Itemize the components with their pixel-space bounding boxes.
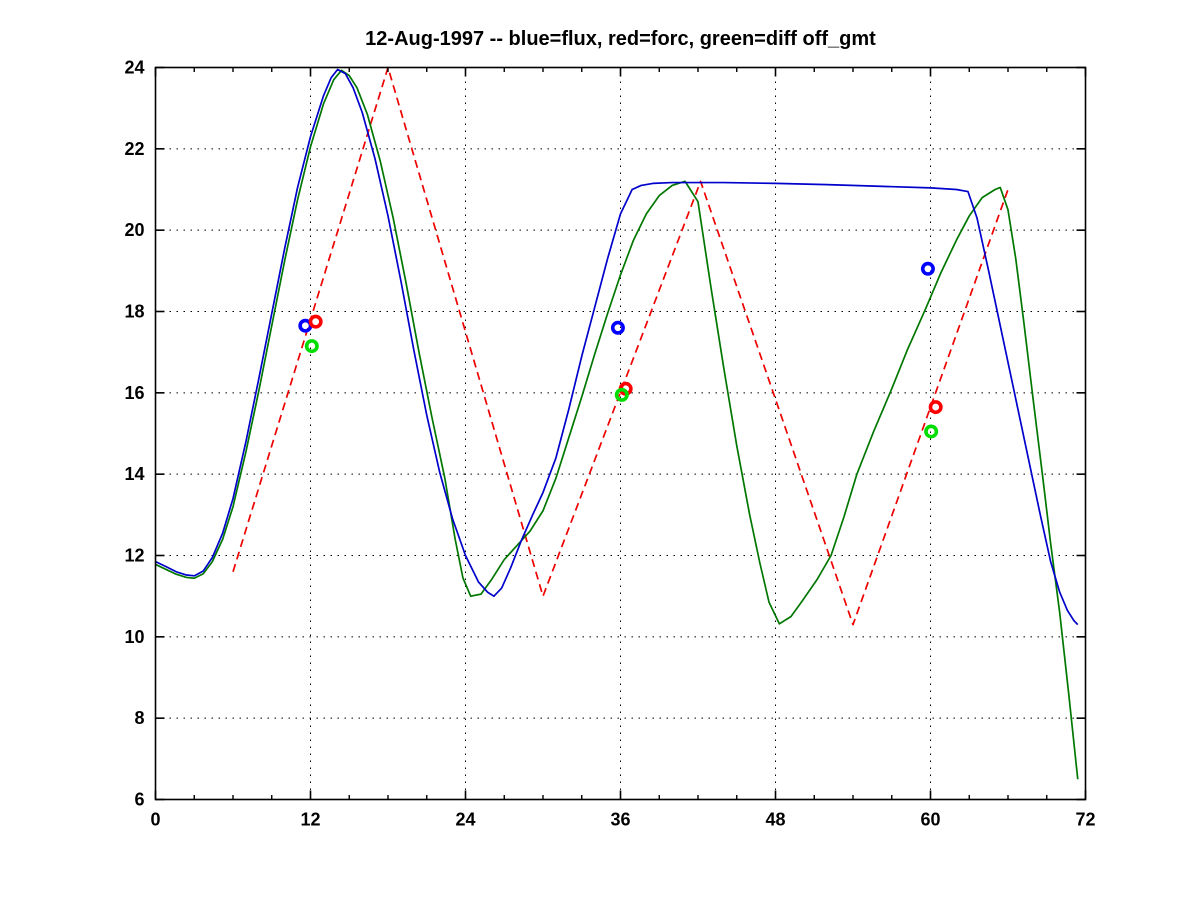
x-tick-label: 12 (300, 810, 320, 830)
y-tick-label: 14 (124, 464, 144, 484)
y-tick-label: 16 (124, 383, 144, 403)
diff-obs-marker (304, 339, 319, 354)
y-tick-label: 20 (124, 220, 144, 240)
forc-line (232, 66, 1009, 626)
y-tick-label: 22 (124, 139, 144, 159)
x-tick-label: 0 (150, 810, 160, 830)
forc-obs-marker (928, 400, 943, 415)
x-tick-label: 48 (765, 810, 785, 830)
diff-obs-marker (924, 424, 939, 439)
flux-obs-marker (610, 320, 625, 335)
y-tick-label: 24 (124, 58, 144, 78)
y-tick-label: 12 (124, 546, 144, 566)
y-tick-label: 18 (124, 302, 144, 322)
x-tick-label: 24 (455, 810, 475, 830)
forc-obs-marker (308, 314, 323, 329)
flux-line (155, 68, 1079, 626)
diff-obs-marker (614, 387, 629, 402)
x-tick-label: 36 (610, 810, 630, 830)
diff-line (155, 69, 1079, 780)
x-tick-label: 60 (920, 810, 940, 830)
chart-title: 12-Aug-1997 -- blue=flux, red=forc, gree… (365, 28, 876, 50)
y-tick-label: 10 (124, 627, 144, 647)
flux-obs-marker (920, 261, 935, 276)
y-tick-label: 6 (134, 790, 144, 810)
axes-box (154, 66, 1087, 801)
y-tick-label: 8 (134, 708, 144, 728)
x-tick-label: 72 (1075, 810, 1095, 830)
